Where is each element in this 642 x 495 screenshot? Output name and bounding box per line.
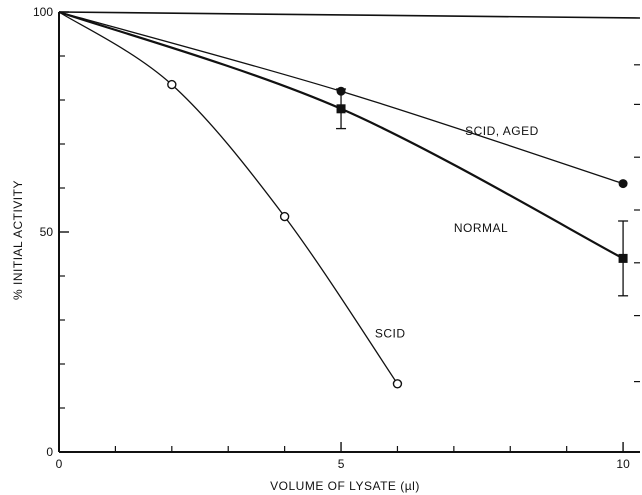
data-point — [618, 179, 628, 189]
series-line-scid — [58, 11, 398, 385]
x-tick-label: 0 — [56, 457, 63, 471]
series-label-normal: NORMAL — [454, 221, 508, 235]
top-frame-line — [58, 11, 641, 19]
series-normal: NORMAL — [58, 10, 629, 297]
series-scid: SCID — [58, 11, 406, 389]
series-layer: SCID, AGED NORMAL SCID — [58, 10, 629, 389]
data-point — [336, 104, 346, 114]
y-tick-label: 50 — [40, 225, 54, 239]
data-point — [392, 379, 403, 389]
data-point — [167, 79, 177, 90]
data-point — [618, 253, 628, 263]
y-tick-label: 100 — [33, 5, 53, 19]
y-axis-title: % INITIAL ACTIVITY — [11, 180, 25, 300]
x-tick-label: 5 — [338, 457, 345, 471]
x-axis-title: VOLUME OF LYSATE (µl) — [270, 479, 420, 493]
data-point — [279, 211, 290, 222]
series-label-scid: SCID — [375, 327, 406, 341]
x-tick-label: 10 — [616, 457, 630, 471]
y-tick-label: 0 — [46, 445, 53, 459]
series-label-scid-aged: SCID, AGED — [465, 124, 539, 138]
